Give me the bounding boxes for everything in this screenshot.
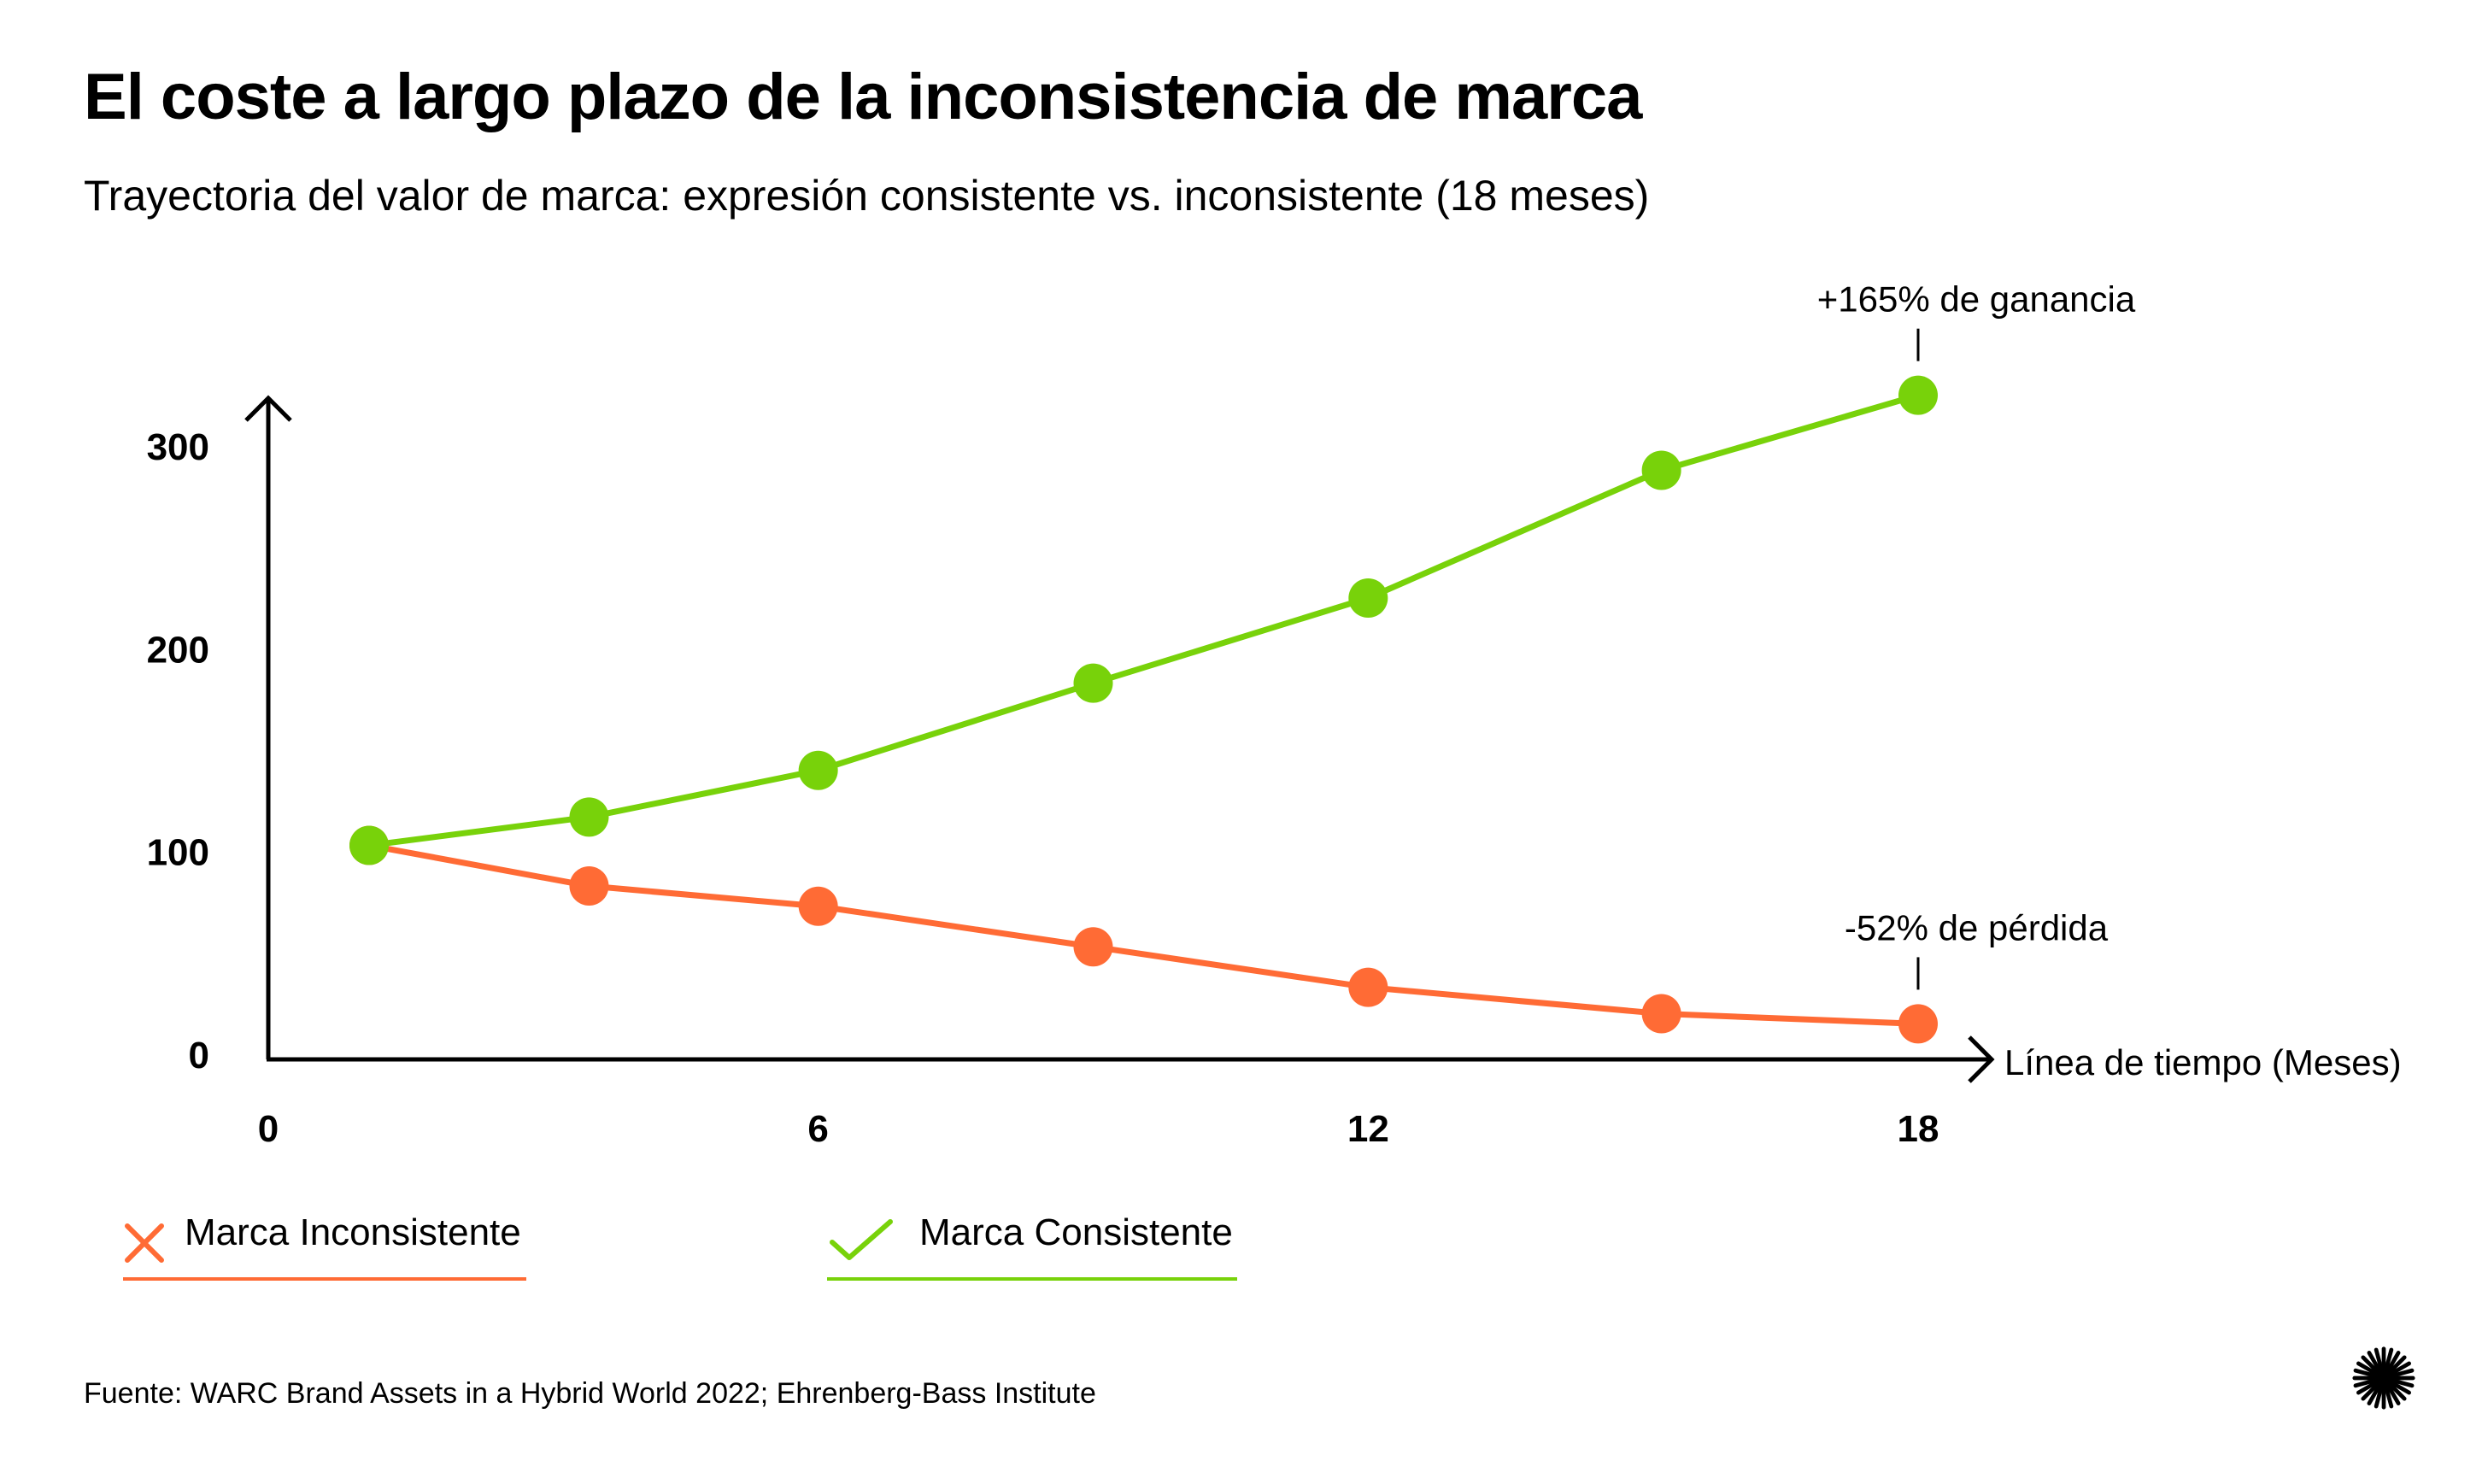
data-point-inconsistent[interactable]: [1898, 1004, 1938, 1044]
legend-label-consistent: Marca Consistente: [919, 1211, 1233, 1253]
data-point-inconsistent[interactable]: [569, 866, 609, 906]
y-axis-arrow-icon: [244, 395, 292, 422]
x-axis-label: Línea de tiempo (Meses): [2004, 1042, 2402, 1082]
check-mark-icon: [830, 1219, 893, 1260]
chart-series-lines: [366, 392, 1922, 1027]
legend-item-consistent[interactable]: Marca Consistente: [827, 1205, 1237, 1281]
legend-label-inconsistent: Marca Inconsistente: [185, 1211, 521, 1253]
data-point-inconsistent[interactable]: [1073, 927, 1113, 967]
starburst-logo-icon: [2352, 1346, 2415, 1410]
annotation-label-inconsistent: -52% de pérdida: [1845, 907, 2109, 947]
data-point-consistent[interactable]: [1073, 663, 1113, 703]
y-tick-label: 0: [189, 1035, 209, 1076]
series-line-consistent: [366, 392, 1922, 849]
x-axis-arrow-icon: [1968, 1035, 1995, 1083]
chart-subtitle: Trayectoria del valor de marca: expresió…: [84, 172, 1650, 220]
legend-item-inconsistent[interactable]: Marca Inconsistente: [123, 1205, 526, 1281]
annotation-label-consistent: +165% de ganancia: [1817, 279, 2136, 320]
data-point-consistent[interactable]: [569, 797, 609, 837]
data-point-consistent[interactable]: [349, 825, 390, 865]
data-point-inconsistent[interactable]: [798, 886, 838, 926]
chart-axes: [244, 395, 1995, 1083]
x-tick-label: 12: [1347, 1108, 1389, 1150]
data-point-consistent[interactable]: [1348, 578, 1388, 618]
data-point-consistent[interactable]: [1641, 450, 1681, 490]
x-mark-icon: [125, 1223, 164, 1263]
x-tick-label: 0: [258, 1108, 279, 1150]
y-tick-label: 200: [147, 629, 209, 671]
data-point-inconsistent[interactable]: [1348, 967, 1388, 1007]
y-tick-label: 100: [147, 832, 209, 874]
chart-data-points: [349, 375, 1938, 1044]
legend-underline-inconsistent: [123, 1277, 526, 1281]
chart-title: El coste a largo plazo de la inconsisten…: [84, 61, 1642, 133]
legend-underline-consistent: [827, 1277, 1237, 1281]
x-tick-label: 18: [1898, 1108, 1939, 1150]
chart-labels: 0 100 200 300 0 6 12 18 Línea de tiempo (Meses) +…: [147, 279, 2402, 1150]
y-tick-label: 300: [147, 426, 209, 468]
data-point-consistent[interactable]: [798, 750, 838, 790]
x-tick-label: 6: [807, 1108, 828, 1150]
data-point-consistent[interactable]: [1898, 375, 1938, 415]
data-point-inconsistent[interactable]: [1641, 994, 1681, 1034]
source-note: Fuente: WARC Brand Assets in a Hybrid Wo…: [84, 1377, 1096, 1410]
